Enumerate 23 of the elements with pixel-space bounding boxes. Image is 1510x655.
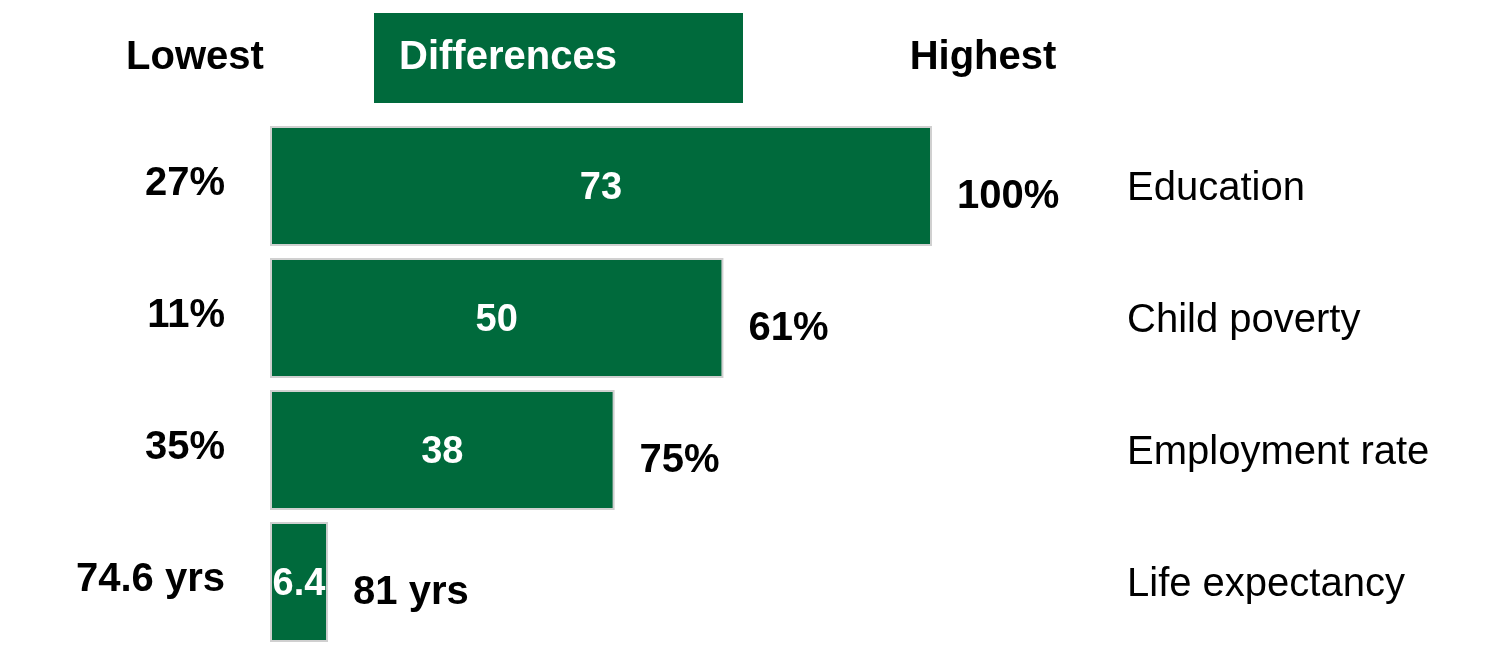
data-label: 50	[475, 297, 518, 339]
data-label: 38	[421, 429, 464, 471]
y-tick-label: Education	[1127, 164, 1305, 208]
annotation: 27%	[144, 159, 225, 203]
bar	[270, 257, 724, 379]
bar	[270, 389, 615, 511]
bar	[270, 521, 329, 643]
data-label: 6.4	[272, 561, 326, 603]
text: Highest	[909, 33, 1057, 77]
annotation: 61%	[748, 304, 829, 348]
annotation: 35%	[144, 423, 225, 467]
annotation: 74.6 yrs	[75, 555, 225, 599]
annotation: 11%	[147, 291, 225, 335]
annotation: 75%	[639, 436, 720, 480]
chart-title: Differences	[399, 33, 617, 77]
y-tick-label: Life expectancy	[1127, 560, 1405, 604]
text: Lowest	[126, 33, 264, 77]
y-tick-label: Employment rate	[1127, 428, 1430, 472]
annotation: 81 yrs	[353, 568, 469, 612]
annotation: 100%	[957, 172, 1060, 216]
y-tick-label: Child poverty	[1127, 296, 1361, 340]
bar	[270, 125, 932, 247]
data-label: 73	[579, 165, 623, 207]
